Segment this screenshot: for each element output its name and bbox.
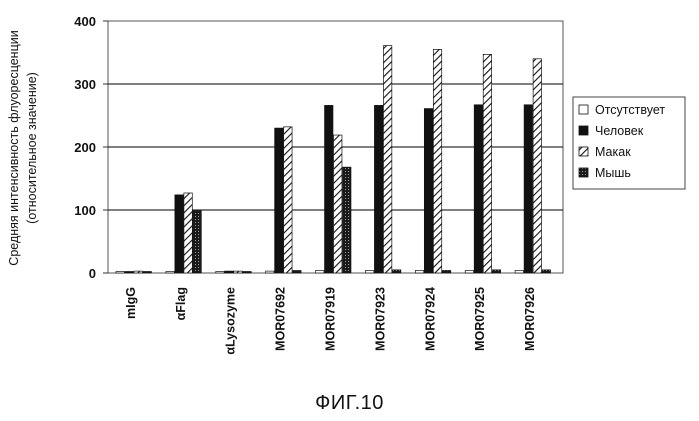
bar-flag-отсутствует [166, 272, 174, 274]
legend-swatch-мышь [579, 168, 588, 177]
bar-mor07919-отсутствует [316, 270, 324, 273]
bar-migg-макак [134, 271, 142, 273]
x-tick-label-mor07923: MOR07923 [373, 287, 387, 351]
x-tick-label-lysozyme: αLysozyme [224, 287, 238, 355]
y-axis-title-line2: (относительное значение) [25, 72, 39, 224]
bar-chart: 0 100 200 300 400 mIgG αFlag αLysozyme MOR07692 M… [0, 0, 699, 390]
bar-mor07926-мышь [542, 270, 550, 273]
y-tick-label-200: 200 [74, 140, 96, 155]
x-tick-label-mor07919: MOR07919 [324, 287, 338, 351]
bar-mor07925-человек [474, 105, 482, 273]
y-tick-label-0: 0 [89, 266, 96, 281]
legend-label-мышь: Мышь [595, 166, 631, 180]
bar-flag-макак [184, 193, 192, 273]
bar-mor07919-макак [334, 135, 342, 273]
legend-swatch-отсутствует [579, 105, 588, 114]
bar-mor07924-человек [424, 109, 432, 273]
bar-mor07926-отсутствует [515, 270, 523, 273]
bar-mor07919-мышь [343, 167, 351, 273]
x-tick-label-mor07925: MOR07925 [473, 287, 487, 351]
y-axis-title-line1: Средняя интенсивность флуоресценции [7, 30, 21, 265]
y-tick-label-100: 100 [74, 203, 96, 218]
bar-mor07925-отсутствует [465, 270, 473, 273]
legend-label-отсутствует: Отсутствует [595, 103, 665, 117]
bar-lysozyme-человек [225, 271, 233, 273]
bar-mor07923-мышь [392, 270, 400, 273]
bar-lysozyme-макак [234, 271, 242, 273]
y-tick-label-400: 400 [74, 14, 96, 29]
bar-mor07925-мышь [492, 270, 500, 273]
legend-label-человек: Человек [595, 124, 644, 138]
bar-mor07923-отсутствует [365, 270, 373, 273]
bar-migg-мышь [143, 272, 151, 274]
bar-mor07692-макак [284, 127, 292, 273]
x-tick-label-mor07924: MOR07924 [423, 287, 437, 351]
x-tick-label-migg: mIgG [124, 287, 138, 319]
bar-mor07923-человек [374, 105, 382, 273]
bar-migg-отсутствует [116, 272, 124, 274]
bar-mor07924-отсутствует [415, 270, 423, 273]
legend-swatch-человек [579, 126, 588, 135]
legend-label-макак: Макак [595, 145, 631, 159]
legend: Отсутствует Человек Макак Мышь [573, 97, 685, 189]
bar-flag-человек [175, 195, 183, 273]
bar-mor07692-мышь [293, 270, 301, 273]
bar-mor07692-отсутствует [266, 271, 274, 273]
x-tick-label-mor07692: MOR07692 [274, 287, 288, 351]
bar-flag-мышь [193, 211, 201, 273]
x-tick-label-mor07926: MOR07926 [523, 287, 537, 351]
figure-caption: ФИГ.10 [0, 392, 699, 415]
bar-migg-человек [125, 272, 133, 274]
bar-lysozyme-мышь [243, 272, 251, 274]
x-tick-label-flag: αFlag [174, 287, 188, 320]
bar-mor07926-человек [524, 105, 532, 273]
legend-swatch-макак [579, 147, 588, 156]
bar-lysozyme-отсутствует [216, 272, 224, 274]
y-tick-label-300: 300 [74, 77, 96, 92]
bar-mor07926-макак [533, 59, 541, 273]
bar-mor07692-человек [275, 128, 283, 273]
plot-area: 0 100 200 300 400 mIgG αFlag αLysozyme MOR07692 M… [74, 14, 563, 355]
bar-mor07919-человек [325, 105, 333, 273]
bar-mor07924-макак [433, 49, 441, 273]
y-axis-title: Средняя интенсивность флуоресценции (отн… [7, 30, 39, 265]
bar-mor07924-мышь [442, 270, 450, 273]
bar-mor07925-макак [483, 54, 491, 273]
bar-mor07923-макак [383, 46, 391, 273]
